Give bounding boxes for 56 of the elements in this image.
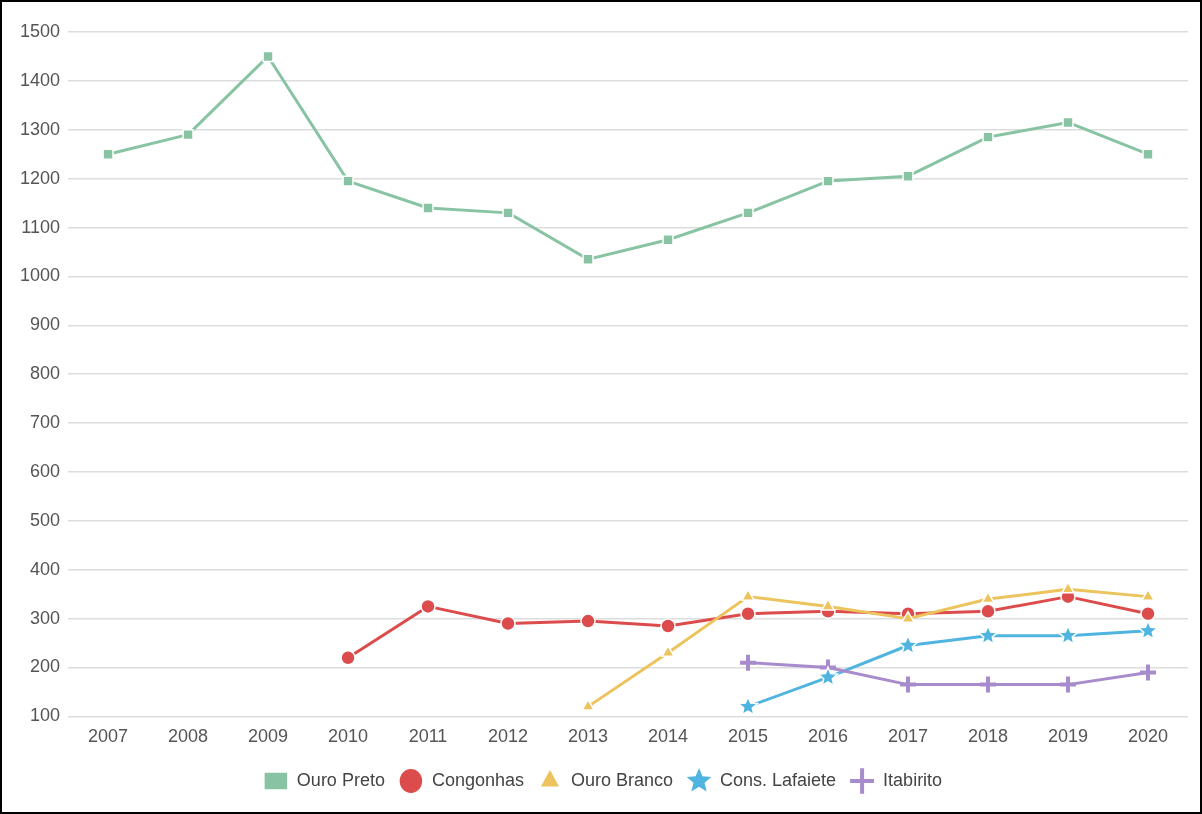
point [1058, 674, 1079, 695]
y-tick-label: 1000 [20, 265, 61, 286]
x-tick-label: 2010 [328, 726, 369, 747]
y-tick-label: 600 [30, 460, 61, 481]
x-tick-label: 2019 [1047, 726, 1089, 747]
point [660, 618, 676, 634]
x-tick-label: 2014 [648, 726, 689, 747]
x-tick-label: 2015 [727, 726, 769, 747]
y-tick-label: 1300 [20, 118, 61, 139]
point [897, 634, 919, 655]
y-tick-label: 1500 [20, 20, 61, 41]
x-tick-label: 2020 [1127, 726, 1169, 747]
x-tick-label: 2008 [168, 726, 209, 747]
y-tick-label: 100 [30, 705, 61, 726]
legend-label: Itabirito [883, 769, 943, 790]
point [902, 170, 914, 182]
x-tick-label: 2007 [88, 726, 129, 747]
point [740, 605, 756, 622]
legend-label: Ouro Branco [570, 769, 674, 790]
point [420, 598, 436, 615]
point [500, 615, 516, 632]
y-tick-label: 200 [30, 656, 61, 677]
point [738, 652, 759, 673]
x-tick-label: 2018 [967, 726, 1009, 747]
x-tick-label: 2009 [248, 726, 289, 747]
point [980, 603, 996, 620]
legend-label: Cons. Lafaiete [720, 769, 837, 790]
point [817, 666, 839, 687]
x-tick-label: 2016 [807, 726, 849, 747]
x-tick-label: 2017 [887, 726, 929, 747]
point [901, 610, 915, 623]
point [1140, 605, 1156, 622]
x-tick-label: 2012 [488, 726, 529, 747]
y-tick-label: 900 [30, 314, 61, 335]
point [1137, 620, 1159, 640]
point [898, 674, 919, 695]
y-tick-label: 400 [30, 558, 61, 579]
y-tick-label: 800 [30, 363, 61, 384]
point [422, 202, 434, 214]
y-tick-label: 300 [30, 607, 61, 628]
legend-label: Ouro Preto [296, 769, 385, 790]
point [661, 645, 675, 658]
point [580, 613, 596, 629]
x-tick-label: 2013 [568, 726, 609, 747]
point [1138, 662, 1158, 683]
y-tick-label: 500 [30, 509, 61, 530]
point [502, 207, 514, 219]
x-tick-label: 2011 [408, 726, 448, 747]
legend-label: Congonhas [431, 769, 524, 790]
point [340, 649, 356, 666]
point [342, 175, 354, 187]
y-tick-label: 1200 [20, 167, 61, 188]
y-tick-label: 1100 [21, 216, 61, 237]
y-tick-label: 1400 [20, 69, 61, 90]
point [978, 674, 999, 695]
y-tick-label: 700 [30, 412, 61, 433]
